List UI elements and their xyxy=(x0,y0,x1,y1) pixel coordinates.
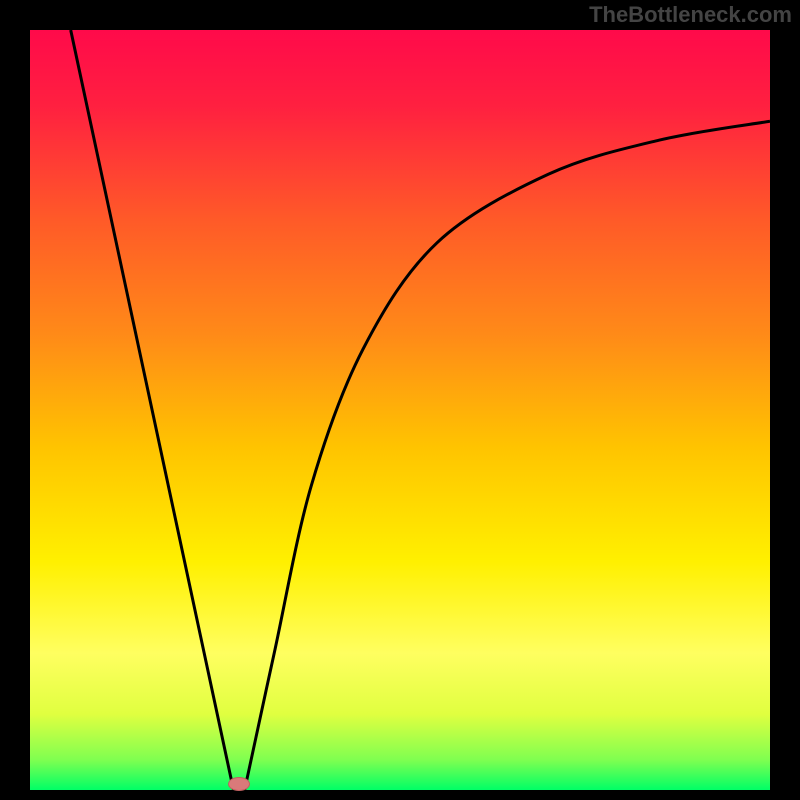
curve-path xyxy=(71,30,770,790)
optimal-point-marker xyxy=(228,777,250,791)
plot-wrap xyxy=(0,30,800,800)
watermark-text: TheBottleneck.com xyxy=(0,0,800,30)
figure-container: TheBottleneck.com xyxy=(0,0,800,800)
bottleneck-plot xyxy=(30,30,770,790)
bottleneck-curve xyxy=(30,30,770,790)
